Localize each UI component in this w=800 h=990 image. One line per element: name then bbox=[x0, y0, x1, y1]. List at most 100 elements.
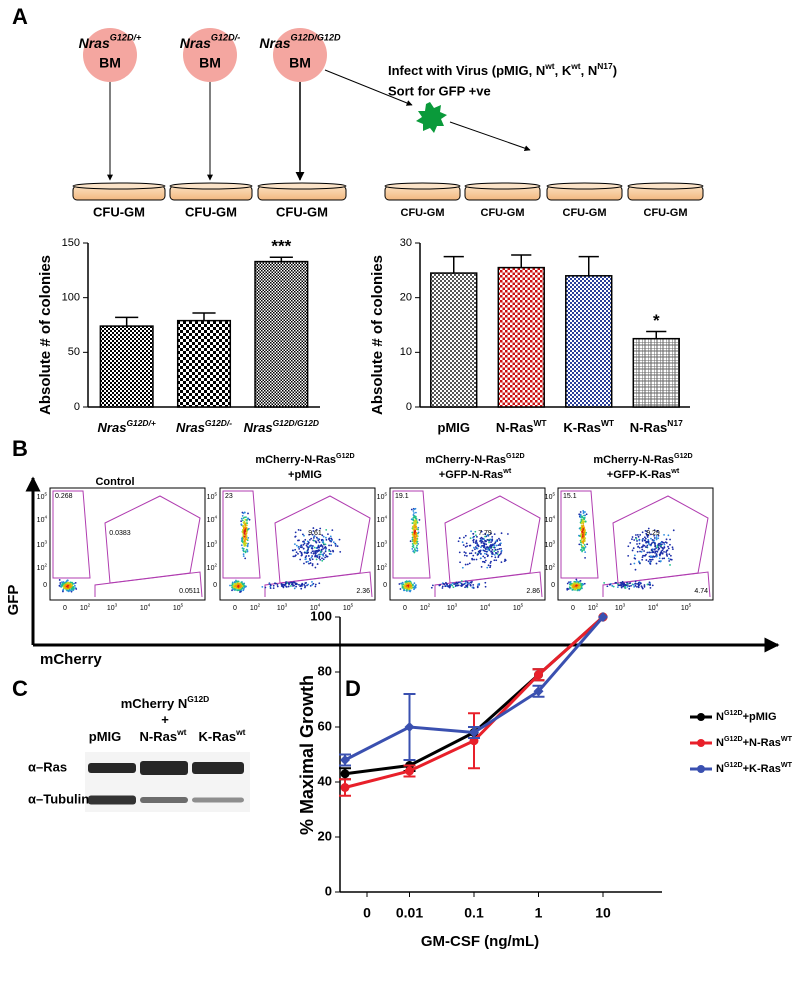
event-dot bbox=[498, 548, 501, 550]
event-dot bbox=[489, 566, 491, 569]
event-dot bbox=[483, 560, 485, 563]
event-dot bbox=[330, 537, 333, 540]
y-tick-label: 105 bbox=[545, 492, 556, 501]
plot-title: mCherry-N-RasG12D bbox=[425, 452, 524, 466]
x-tick-label: 105 bbox=[173, 603, 184, 612]
event-dot bbox=[464, 534, 467, 537]
event-dot bbox=[306, 549, 309, 552]
event-dot bbox=[484, 535, 487, 538]
bar bbox=[632, 337, 680, 408]
event-dot bbox=[656, 530, 659, 532]
event-dot bbox=[293, 584, 295, 587]
event-dot bbox=[59, 583, 62, 586]
event-dot bbox=[651, 584, 654, 587]
event-dot bbox=[416, 540, 419, 543]
text-part: 0 bbox=[233, 605, 237, 612]
x-tick-label: 1 bbox=[535, 905, 543, 921]
event-dot bbox=[494, 552, 497, 554]
genotype-label: NrasG12D/G12D bbox=[259, 33, 341, 51]
event-dot bbox=[474, 542, 477, 544]
gate-percentage: 15.1 bbox=[563, 493, 577, 500]
x-tick-label: 105 bbox=[513, 603, 524, 612]
superscript: G12D bbox=[724, 761, 743, 769]
gate-percentage: 0.0511 bbox=[179, 588, 200, 595]
event-dot bbox=[620, 581, 623, 584]
y-tick-label: 102 bbox=[37, 563, 48, 572]
event-dot bbox=[444, 585, 447, 588]
event-dot bbox=[666, 555, 669, 557]
event-dot bbox=[493, 546, 496, 549]
event-dot bbox=[491, 548, 494, 551]
event-dot bbox=[291, 549, 294, 552]
event-dot bbox=[480, 540, 483, 542]
superscript: 3 bbox=[384, 540, 387, 545]
text-part: Nras bbox=[180, 35, 211, 51]
event-dot bbox=[71, 587, 74, 589]
text-part: 10 bbox=[277, 605, 285, 612]
event-dot bbox=[650, 548, 653, 551]
event-dot bbox=[413, 551, 416, 554]
dish-rim bbox=[546, 182, 623, 190]
event-dot bbox=[328, 544, 330, 547]
superscript: WT bbox=[601, 418, 615, 428]
event-dot bbox=[317, 537, 319, 540]
point bbox=[340, 769, 350, 779]
event-dot bbox=[489, 562, 492, 564]
y-tick-label: 103 bbox=[377, 540, 388, 549]
event-dot bbox=[230, 584, 233, 587]
event-dot bbox=[73, 584, 76, 587]
text-part: 10 bbox=[37, 517, 45, 524]
event-dot bbox=[654, 545, 657, 548]
event-dot bbox=[302, 543, 305, 546]
event-dot bbox=[411, 536, 414, 539]
event-dot bbox=[583, 537, 586, 540]
x-tick-label: 105 bbox=[343, 603, 354, 612]
event-dot bbox=[663, 550, 665, 553]
event-dot bbox=[459, 581, 462, 584]
event-dot bbox=[469, 537, 472, 540]
superscript: G12D bbox=[506, 452, 525, 460]
event-dot bbox=[240, 544, 243, 547]
event-dot bbox=[490, 560, 492, 563]
event-dot bbox=[324, 554, 327, 557]
event-dot bbox=[299, 585, 302, 588]
event-dot bbox=[582, 516, 585, 519]
event-dot bbox=[647, 538, 650, 541]
event-dot bbox=[331, 529, 334, 532]
event-dot bbox=[60, 584, 63, 587]
x-tick-label: 105 bbox=[681, 603, 692, 612]
event-dot bbox=[499, 539, 501, 542]
event-dot bbox=[303, 562, 305, 565]
event-dot bbox=[69, 589, 72, 592]
event-dot bbox=[468, 582, 471, 585]
event-dot bbox=[580, 518, 583, 521]
event-dot bbox=[464, 545, 467, 548]
event-dot bbox=[469, 581, 472, 584]
event-dot bbox=[584, 520, 587, 523]
event-dot bbox=[636, 540, 638, 542]
text-part: 10 bbox=[107, 605, 115, 612]
superscript: 5 bbox=[689, 603, 692, 608]
flow-plot: 23 9.61 2.36 bbox=[219, 487, 376, 601]
event-dot bbox=[577, 588, 579, 591]
event-dot bbox=[629, 582, 632, 584]
event-dot bbox=[609, 583, 611, 586]
event-dot bbox=[302, 540, 305, 543]
event-dot bbox=[643, 536, 646, 539]
legend-label: NG12D+K-RasWT bbox=[716, 761, 793, 775]
event-dot bbox=[460, 580, 463, 582]
event-dot bbox=[415, 546, 418, 549]
event-dot bbox=[611, 584, 614, 587]
event-dot bbox=[412, 533, 415, 536]
event-dot bbox=[456, 584, 459, 587]
event-dot bbox=[616, 586, 619, 589]
dish-label: CFU-GM bbox=[276, 204, 328, 219]
event-dot bbox=[303, 534, 305, 537]
event-dot bbox=[643, 584, 646, 586]
event-dot bbox=[650, 556, 653, 558]
superscript: wt bbox=[176, 727, 187, 737]
event-dot bbox=[448, 584, 451, 586]
event-dot bbox=[668, 553, 671, 556]
event-dot bbox=[581, 530, 584, 533]
text-part: 10 bbox=[37, 542, 45, 549]
